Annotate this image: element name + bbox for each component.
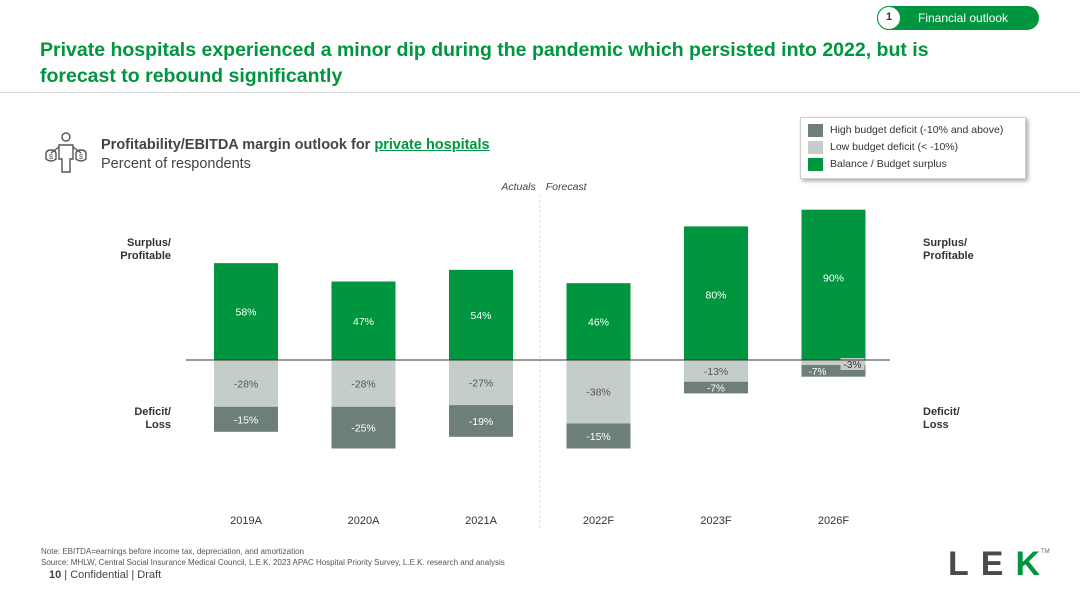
x-tick-2023F: 2023F xyxy=(700,515,731,527)
surplus-label-right-line1: Surplus/ xyxy=(923,237,968,249)
label-surplus-2019A: 58% xyxy=(235,307,256,319)
bar-surplus-2026F xyxy=(801,209,866,360)
x-tick-2026F: 2026F xyxy=(818,515,849,527)
label-low-deficit-2021A: -27% xyxy=(469,378,494,390)
bar-low-deficit-2026F xyxy=(801,360,866,366)
deficit-label-left: Deficit/ Loss xyxy=(117,406,171,432)
deficit-label-right-line2: Loss xyxy=(923,419,949,431)
label-low-deficit-2020A: -28% xyxy=(351,378,376,390)
actuals-annotation: Actuals xyxy=(500,181,536,193)
label-high-deficit-2026F: -7% xyxy=(809,367,827,378)
bar-high-deficit-2020A xyxy=(331,406,396,449)
bar-low-deficit-2023F xyxy=(684,360,748,382)
label-high-deficit-2023F: -7% xyxy=(707,384,725,395)
bar-surplus-2019A xyxy=(214,263,278,360)
legend-swatch-low-deficit xyxy=(808,141,823,154)
bar-low-deficit-2021A xyxy=(449,360,513,406)
label-surplus-2026F: 90% xyxy=(823,273,844,285)
footer-text: | Confidential | Draft xyxy=(61,569,162,581)
label-low-deficit-2019A: -28% xyxy=(234,378,259,390)
label-high-deficit-2019A: -15% xyxy=(234,414,259,426)
x-tick-2019A: 2019A xyxy=(230,515,262,527)
label-surplus-2020A: 47% xyxy=(353,316,374,328)
chart-title-prefix: Profitability/EBITDA margin outlook for xyxy=(101,137,375,153)
bar-high-deficit-2019A xyxy=(214,406,278,432)
bar-low-deficit-2022F xyxy=(566,360,631,424)
chart-source: Source: MHLW, Central Social Insurance M… xyxy=(41,558,505,567)
page-number: 10 xyxy=(49,569,62,581)
legend-label-surplus: Balance / Budget surplus xyxy=(830,158,947,170)
section-number: 1 xyxy=(877,6,901,30)
surplus-label-left: Surplus/ Profitable xyxy=(117,237,171,263)
legend-swatch-surplus xyxy=(808,158,823,171)
logo-trademark: TM xyxy=(1041,549,1050,555)
bar-surplus-2022F xyxy=(566,283,631,360)
label-low-deficit-2026F: -3% xyxy=(844,360,862,371)
label-low-deficit-2022F: -38% xyxy=(586,387,611,399)
bar-high-deficit-2022F xyxy=(566,423,631,449)
chart-subtitle: Percent of respondents xyxy=(101,156,251,172)
deficit-label-right-line1: Deficit/ xyxy=(923,406,960,418)
logo-k: K xyxy=(1015,545,1053,583)
svg-text:$: $ xyxy=(49,154,53,161)
surplus-label-left-line2: Profitable xyxy=(120,250,171,262)
label-surplus-2023F: 80% xyxy=(705,289,726,301)
label-surplus-2022F: 46% xyxy=(588,317,609,329)
section-tag: 1 Financial outlook xyxy=(877,6,1039,30)
bar-low-deficit-2020A xyxy=(331,360,396,407)
x-tick-2022F: 2022F xyxy=(583,515,614,527)
label-high-deficit-2020A: -25% xyxy=(351,423,376,435)
deficit-label-right: Deficit/ Loss xyxy=(923,406,960,432)
forecast-annotation: Forecast xyxy=(546,181,588,193)
x-tick-2020A: 2020A xyxy=(348,515,380,527)
legend-swatch-high-deficit xyxy=(808,124,823,137)
callout-low-deficit-2026F xyxy=(840,358,865,370)
scales-money-icon: $ $ xyxy=(45,132,87,173)
svg-text:$: $ xyxy=(79,154,83,161)
lek-logo: LEK xyxy=(948,545,1052,584)
bar-high-deficit-2026F xyxy=(801,365,866,377)
legend-label-low-deficit: Low budget deficit (< -10%) xyxy=(830,141,959,153)
bar-surplus-2020A xyxy=(331,281,396,360)
label-low-deficit-2023F: -13% xyxy=(704,366,729,378)
title-divider xyxy=(0,92,1080,93)
x-tick-2021A: 2021A xyxy=(465,515,497,527)
page-footer: 10 | Confidential | Draft xyxy=(49,569,161,581)
deficit-label-left-line1: Deficit/ xyxy=(134,406,171,418)
page-title: Private hospitals experienced a minor di… xyxy=(40,39,929,87)
chart-note: Note: EBITDA=earnings before income tax,… xyxy=(41,547,305,556)
label-surplus-2021A: 54% xyxy=(470,310,491,322)
chart-legend: High budget deficit (-10% and above) Low… xyxy=(800,117,1026,179)
bar-high-deficit-2021A xyxy=(449,405,513,437)
surplus-label-left-line1: Surplus/ xyxy=(126,237,171,249)
bar-low-deficit-2019A xyxy=(214,360,278,407)
label-high-deficit-2022F: -15% xyxy=(586,431,611,443)
surplus-label-right: Surplus/ Profitable xyxy=(923,237,974,263)
bar-surplus-2021A xyxy=(449,269,513,360)
surplus-label-right-line2: Profitable xyxy=(923,250,974,262)
logo-le: LE xyxy=(948,545,1016,583)
chart-title: Profitability/EBITDA margin outlook for … xyxy=(101,137,490,153)
bar-high-deficit-2023F xyxy=(684,381,748,394)
bar-surplus-2023F xyxy=(684,226,748,360)
chart-title-link[interactable]: private hospitals xyxy=(374,137,490,153)
deficit-label-left-line2: Loss xyxy=(145,419,171,431)
section-label: Financial outlook xyxy=(918,11,1009,25)
legend-label-high-deficit: High budget deficit (-10% and above) xyxy=(830,124,1004,136)
label-high-deficit-2021A: -19% xyxy=(469,416,494,428)
